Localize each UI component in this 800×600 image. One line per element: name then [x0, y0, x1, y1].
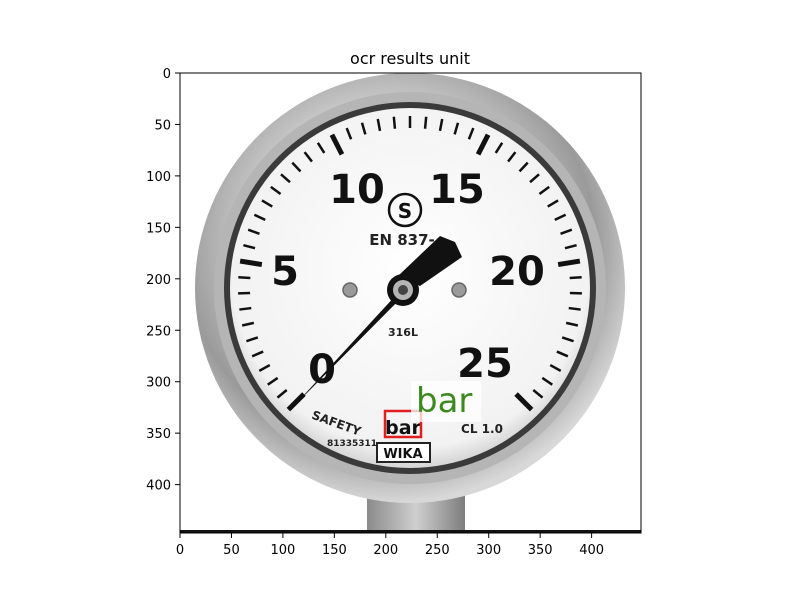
minor-tick: [258, 363, 271, 372]
scale-number-20: 20: [489, 249, 545, 295]
minor-tick: [251, 350, 264, 358]
x-tick-label: 50: [223, 543, 240, 558]
gauge-ticks: [238, 116, 582, 412]
y-tick-label: 200: [146, 273, 171, 288]
minor-tick: [556, 350, 569, 358]
scale-number-0: 0: [308, 347, 336, 393]
chart-title: ocr results unit: [350, 49, 470, 68]
minor-tick: [241, 321, 255, 327]
minor-tick: [238, 275, 251, 280]
minor-tick: [291, 161, 302, 173]
x-axis: 0 50 100 150 200 250 300 350 400: [176, 533, 604, 558]
minor-tick: [246, 336, 259, 343]
x-tick-label: 100: [270, 543, 295, 558]
minor-tick: [261, 199, 273, 208]
minor-tick: [280, 173, 291, 184]
serial-text: 81335311: [327, 439, 377, 449]
minor-tick: [376, 118, 382, 132]
minor-tick: [569, 275, 582, 280]
x-tick-label: 250: [425, 543, 450, 558]
major-tick: [286, 392, 306, 412]
y-tick-label: 350: [146, 427, 171, 442]
ocr-label-background: [411, 381, 481, 422]
minor-tick: [561, 336, 574, 343]
minor-tick: [529, 173, 540, 184]
gauge-photo: 0 5 10 15 20 25 S EN 837- 316L CL 1.0 SA…: [180, 73, 641, 533]
minor-tick: [360, 122, 367, 135]
minor-tick: [518, 161, 529, 173]
x-tick-label: 300: [476, 543, 501, 558]
minor-tick: [532, 389, 544, 399]
y-tick-label: 150: [146, 221, 171, 236]
minor-tick: [423, 116, 428, 129]
minor-tick: [565, 321, 579, 327]
minor-tick: [270, 185, 282, 195]
ocr-bounding-box: [383, 409, 423, 439]
scale-number-25: 25: [457, 341, 513, 387]
minor-tick: [453, 122, 460, 135]
y-tick-label: 50: [154, 118, 171, 133]
plot-frame: [179, 72, 642, 534]
ocr-detected-text: bar: [416, 381, 472, 421]
minor-tick: [239, 306, 252, 311]
gauge-needle: [292, 236, 462, 408]
standard-text: EN 837-: [369, 231, 435, 249]
minor-tick: [303, 151, 313, 163]
scale-number-15: 15: [429, 167, 485, 213]
dial-unit-label: bar: [385, 417, 421, 439]
minor-tick: [494, 142, 504, 154]
x-tick-label: 200: [373, 543, 398, 558]
y-tick-label: 400: [146, 479, 171, 494]
screw-right: [451, 282, 467, 298]
standard-mark: S: [398, 199, 412, 223]
minor-tick: [538, 185, 550, 195]
minor-tick: [345, 127, 353, 140]
y-tick-label: 300: [146, 376, 171, 391]
brand-logo-box: [376, 442, 431, 463]
class-text: CL 1.0: [461, 422, 503, 436]
x-tick-label: 350: [528, 543, 553, 558]
x-tick-label: 400: [579, 543, 604, 558]
y-axis: 0 50 100 150 200 250 300 350 400: [146, 67, 180, 494]
y-tick-label: 100: [146, 170, 171, 185]
y-tick-label: 0: [163, 67, 171, 82]
x-tick-label: 0: [176, 543, 184, 558]
minor-tick: [549, 363, 562, 372]
screw-left: [342, 282, 358, 298]
minor-tick: [243, 244, 256, 250]
minor-tick: [316, 142, 326, 154]
standard-mark-circle: [387, 192, 423, 228]
y-tick-label: 250: [146, 324, 171, 339]
major-tick: [329, 133, 345, 156]
minor-tick: [392, 116, 397, 129]
material-text: 316L: [388, 326, 418, 339]
minor-tick: [267, 376, 279, 386]
minor-tick: [438, 118, 444, 132]
minor-tick: [467, 127, 475, 140]
minor-tick: [541, 376, 553, 386]
x-tick-label: 150: [322, 543, 347, 558]
major-tick: [475, 133, 491, 156]
scale-number-5: 5: [271, 249, 299, 295]
major-tick: [557, 258, 581, 268]
minor-tick: [507, 151, 517, 163]
minor-tick: [568, 306, 581, 311]
minor-tick: [276, 389, 288, 399]
minor-tick: [547, 199, 559, 208]
minor-tick: [247, 228, 260, 235]
minor-tick: [564, 244, 577, 250]
minor-tick: [253, 213, 266, 222]
major-tick: [514, 392, 534, 412]
major-tick: [239, 258, 263, 268]
minor-tick: [560, 228, 573, 235]
scale-number-10: 10: [329, 167, 385, 213]
minor-tick: [554, 213, 567, 222]
brand-logo: WIKA: [383, 447, 422, 462]
